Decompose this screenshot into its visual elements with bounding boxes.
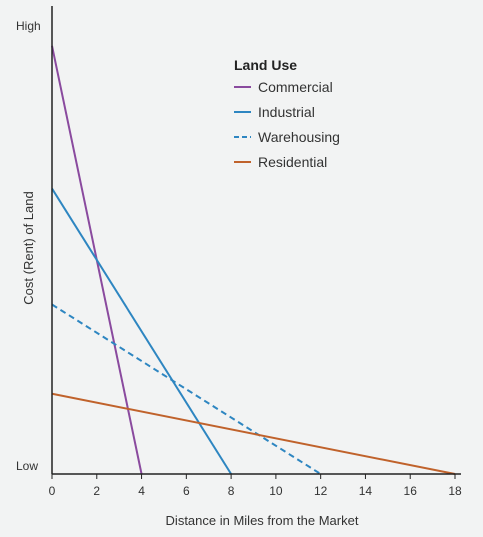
series-lines <box>51 45 456 475</box>
y-low-label: Low <box>16 459 38 473</box>
legend-title: Land Use <box>234 57 297 73</box>
x-tick-label: 16 <box>404 484 418 498</box>
legend-label-commercial: Commercial <box>258 79 333 95</box>
x-axis-ticks: 0 2 4 6 8 10 12 14 16 18 <box>49 474 462 498</box>
y-axis-title: Cost (Rent) of Land <box>21 191 36 304</box>
legend-label-industrial: Industrial <box>258 104 315 120</box>
x-tick-label: 12 <box>314 484 328 498</box>
x-tick-label: 6 <box>183 484 190 498</box>
x-tick-label: 14 <box>359 484 373 498</box>
x-axis-title: Distance in Miles from the Market <box>166 513 359 528</box>
x-tick-label: 10 <box>269 484 283 498</box>
x-tick-label: 2 <box>93 484 100 498</box>
x-tick-label: 8 <box>228 484 235 498</box>
x-tick-label: 18 <box>448 484 462 498</box>
legend-label-residential: Residential <box>258 154 327 170</box>
legend: Land Use Commercial Industrial Warehousing… <box>234 57 340 170</box>
x-tick-label: 4 <box>138 484 145 498</box>
series-line-industrial <box>51 188 232 475</box>
y-high-label: High <box>16 19 41 33</box>
series-line-residential <box>51 392 456 475</box>
legend-label-warehousing: Warehousing <box>258 129 340 145</box>
x-tick-label: 0 <box>49 484 56 498</box>
series-line-warehousing <box>51 303 322 475</box>
